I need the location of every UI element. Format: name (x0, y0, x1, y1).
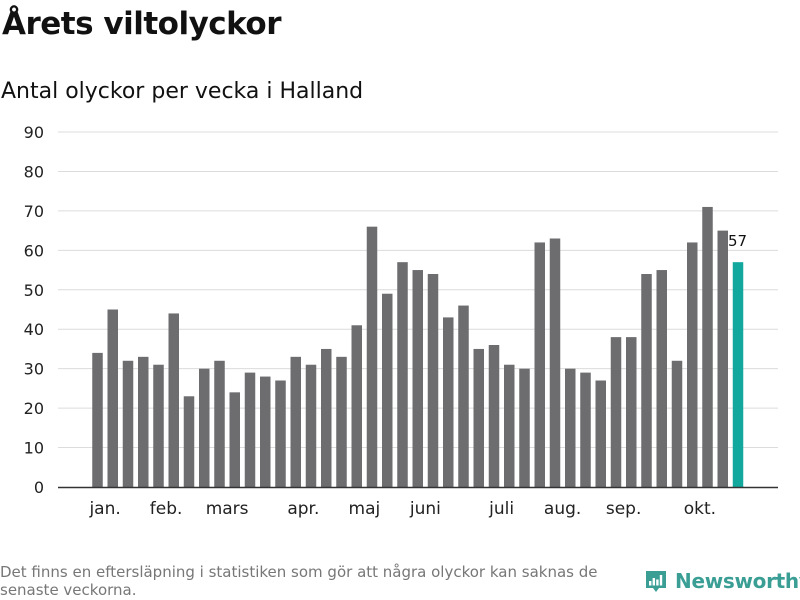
bar-week-5 (153, 364, 164, 487)
x-month-label: maj (349, 499, 381, 519)
bar-week-39 (671, 360, 683, 487)
y-tick-label: 20 (24, 399, 44, 418)
data-labels: 57 (728, 232, 747, 250)
bar-week-16 (321, 348, 332, 487)
bar-week-14 (290, 356, 301, 487)
chart-title: Årets viltolyckor (2, 6, 282, 42)
x-month-label: okt. (684, 499, 716, 519)
y-axis-ticks: 0 10 20 30 40 50 60 70 80 90 (24, 123, 44, 497)
x-month-label: juni (409, 499, 441, 519)
bar-week-33 (580, 372, 591, 487)
bar-week-36 (626, 337, 637, 487)
bar-week-37 (641, 274, 652, 487)
y-tick-label: 90 (24, 123, 44, 142)
y-tick-label: 30 (24, 360, 44, 379)
bar-week-34 (595, 380, 606, 487)
bar-week-1 (92, 352, 103, 487)
bar-week-2 (107, 309, 118, 487)
bar-week-30 (534, 242, 545, 487)
bar-week-24 (443, 317, 454, 487)
bar-week-43 (732, 262, 744, 487)
bar-week-4 (138, 356, 149, 487)
bar-week-38 (656, 270, 667, 487)
y-tick-label: 50 (24, 281, 44, 300)
bar-week-8 (199, 368, 210, 487)
y-tick-label: 40 (24, 320, 44, 339)
brand-name: Newsworthy (675, 569, 800, 593)
bar-week-26 (473, 348, 484, 487)
bar-week-28 (504, 364, 515, 487)
bar-week-18 (351, 325, 362, 487)
data-label: 57 (728, 232, 747, 250)
bar-week-32 (565, 368, 576, 487)
y-tick-label: 10 (24, 439, 44, 458)
newsworthy-logo-icon (646, 571, 666, 592)
footnote: Det finns en eftersläpning i statistiken… (0, 563, 598, 599)
bar-week-23 (427, 274, 439, 487)
bar-week-21 (397, 262, 408, 487)
bar-week-17 (336, 356, 347, 487)
bar-week-22 (412, 270, 423, 487)
bar-week-27 (488, 345, 500, 487)
x-axis-month-labels: jan. feb. mars apr. maj juni juli aug. sep. okt. (88, 499, 716, 519)
x-month-label: sep. (606, 499, 642, 519)
bar-chart: 0 10 20 30 40 50 60 70 80 90 57 jan. feb. mars apr. m… (24, 123, 778, 519)
bar-week-41 (702, 206, 713, 487)
y-tick-label: 60 (24, 241, 44, 260)
x-month-label: apr. (287, 499, 319, 519)
x-month-label: mars (206, 499, 249, 519)
x-month-label: jan. (88, 499, 120, 519)
brand-logo: Newsworthy (644, 569, 800, 593)
x-month-label: aug. (544, 499, 581, 519)
y-tick-label: 70 (24, 202, 44, 221)
x-month-label: juli (488, 499, 514, 519)
x-month-label: feb. (150, 499, 183, 519)
bar-week-15 (305, 364, 317, 487)
bar-week-20 (382, 293, 393, 487)
bar-week-35 (610, 337, 622, 487)
bar-week-6 (168, 313, 179, 487)
bar-week-40 (687, 242, 698, 487)
bar-week-25 (458, 305, 469, 487)
bar-week-13 (275, 380, 286, 487)
bar-week-3 (122, 360, 134, 487)
y-tick-label: 80 (24, 162, 44, 181)
bar-week-42 (717, 230, 728, 487)
bar-week-19 (366, 226, 378, 487)
bar-week-9 (214, 360, 225, 487)
bars (92, 206, 744, 487)
bar-week-7 (183, 396, 195, 487)
bar-week-12 (260, 376, 271, 487)
chart-subtitle: Antal olyckor per vecka i Halland (1, 79, 364, 104)
bar-week-29 (519, 368, 530, 487)
y-tick-label: 0 (34, 478, 44, 497)
bar-week-11 (244, 372, 256, 487)
bar-week-31 (549, 238, 561, 487)
bar-week-10 (229, 392, 240, 487)
